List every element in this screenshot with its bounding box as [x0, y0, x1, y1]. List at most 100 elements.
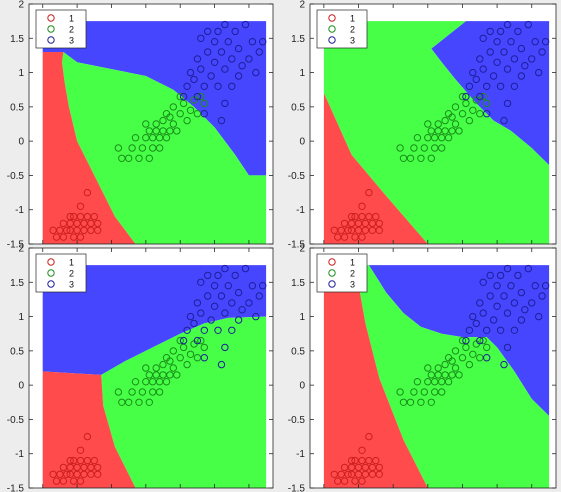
data-point-class-3: [214, 27, 222, 36]
data-point-class-2: [138, 388, 147, 396]
data-point-class-3: [503, 99, 512, 108]
data-point-class-3: [224, 38, 233, 46]
data-point-class-1: [354, 219, 363, 228]
data-point-class-3: [503, 20, 512, 29]
data-point-class-1: [94, 470, 102, 478]
data-point-class-2: [431, 388, 439, 396]
data-point-class-3: [483, 110, 491, 118]
axes-frame: [309, 247, 557, 489]
legend-marker-class-1: [328, 258, 336, 266]
data-point-class-3: [493, 282, 501, 290]
y-tick-label: -1: [15, 205, 24, 216]
data-point-class-3: [204, 48, 212, 56]
data-point-class-2: [169, 103, 178, 111]
legend-label-class-1: 1: [69, 14, 74, 24]
data-point-class-2: [434, 120, 442, 128]
data-point-class-1: [76, 477, 85, 485]
data-point-class-3: [241, 20, 250, 29]
y-tick-label: 0: [18, 381, 24, 392]
legend-label-class-2: 2: [69, 25, 74, 35]
data-point-class-2: [125, 398, 133, 406]
data-point-class-1: [368, 226, 377, 235]
y-tick-label: -1.5: [7, 484, 25, 492]
y-tick-label: 1: [299, 312, 305, 323]
data-point-class-3: [238, 306, 246, 314]
data-point-class-2: [469, 106, 477, 115]
data-point-class-1: [63, 470, 71, 478]
data-point-class-3: [193, 336, 202, 345]
data-point-class-2: [166, 371, 174, 379]
data-point-class-3: [510, 55, 519, 63]
data-point-class-3: [531, 38, 539, 46]
data-point-class-1: [358, 212, 366, 221]
data-point-class-1: [56, 226, 64, 235]
data-point-class-3: [500, 360, 508, 369]
data-point-class-1: [361, 219, 370, 228]
data-point-class-3: [186, 68, 195, 77]
data-point-class-1: [361, 470, 370, 478]
data-point-class-2: [176, 110, 184, 118]
data-point-class-3: [197, 65, 205, 73]
data-point-class-1: [90, 212, 99, 221]
data-point-class-3: [221, 264, 229, 273]
y-tick-label: 1: [18, 312, 24, 323]
data-point-class-3: [217, 116, 226, 125]
data-point-class-1: [368, 470, 377, 478]
data-point-class-3: [496, 27, 505, 36]
decision-region-class-1: [42, 371, 136, 488]
decision-region-class-1: [323, 265, 428, 488]
data-point-class-1: [358, 202, 366, 211]
data-point-class-3: [472, 75, 480, 84]
data-point-class-3: [514, 271, 522, 280]
data-point-class-3: [486, 292, 494, 300]
data-point-class-3: [179, 92, 188, 101]
legend-marker-class-2: [328, 25, 336, 33]
y-tick-label: -0.5: [288, 415, 306, 426]
data-point-class-2: [438, 388, 446, 396]
data-point-class-1: [351, 233, 359, 241]
data-point-class-2: [469, 350, 477, 358]
data-point-class-1: [90, 456, 99, 465]
data-point-class-2: [444, 134, 453, 142]
data-point-class-3: [476, 299, 484, 307]
data-point-class-3: [200, 326, 209, 334]
data-point-class-2: [441, 360, 449, 369]
data-point-class-3: [214, 82, 222, 91]
data-point-class-2: [135, 154, 143, 163]
data-point-class-3: [259, 282, 267, 290]
data-point-class-3: [500, 292, 508, 300]
data-point-class-2: [128, 144, 136, 152]
data-point-class-3: [479, 65, 487, 73]
data-point-class-2: [176, 354, 184, 362]
data-point-class-2: [417, 154, 425, 163]
data-point-class-3: [517, 288, 526, 297]
data-point-class-2: [131, 378, 140, 386]
data-point-class-3: [462, 336, 470, 345]
data-point-class-1: [358, 446, 366, 454]
data-point-class-2: [131, 134, 140, 142]
data-point-class-2: [114, 388, 123, 396]
data-point-class-3: [210, 302, 219, 310]
data-point-class-2: [183, 116, 191, 125]
data-point-class-2: [483, 343, 491, 352]
data-point-class-1: [372, 456, 380, 465]
data-point-class-2: [458, 354, 467, 362]
decision-region-class-2: [355, 265, 550, 488]
data-point-class-1: [52, 233, 61, 241]
y-tick-label: -1.5: [288, 484, 306, 492]
decision-region-class-3: [42, 21, 267, 176]
legend-label-class-2: 2: [350, 269, 355, 279]
y-tick-label: 0: [18, 137, 24, 148]
data-point-class-3: [252, 312, 260, 321]
data-point-class-2: [420, 388, 428, 396]
data-point-class-3: [234, 288, 243, 297]
legend-marker-class-3: [328, 280, 336, 288]
data-point-class-3: [469, 312, 477, 321]
data-point-class-3: [500, 48, 508, 56]
data-point-class-3: [538, 292, 546, 300]
data-point-class-3: [535, 312, 543, 321]
data-point-class-3: [528, 299, 536, 307]
